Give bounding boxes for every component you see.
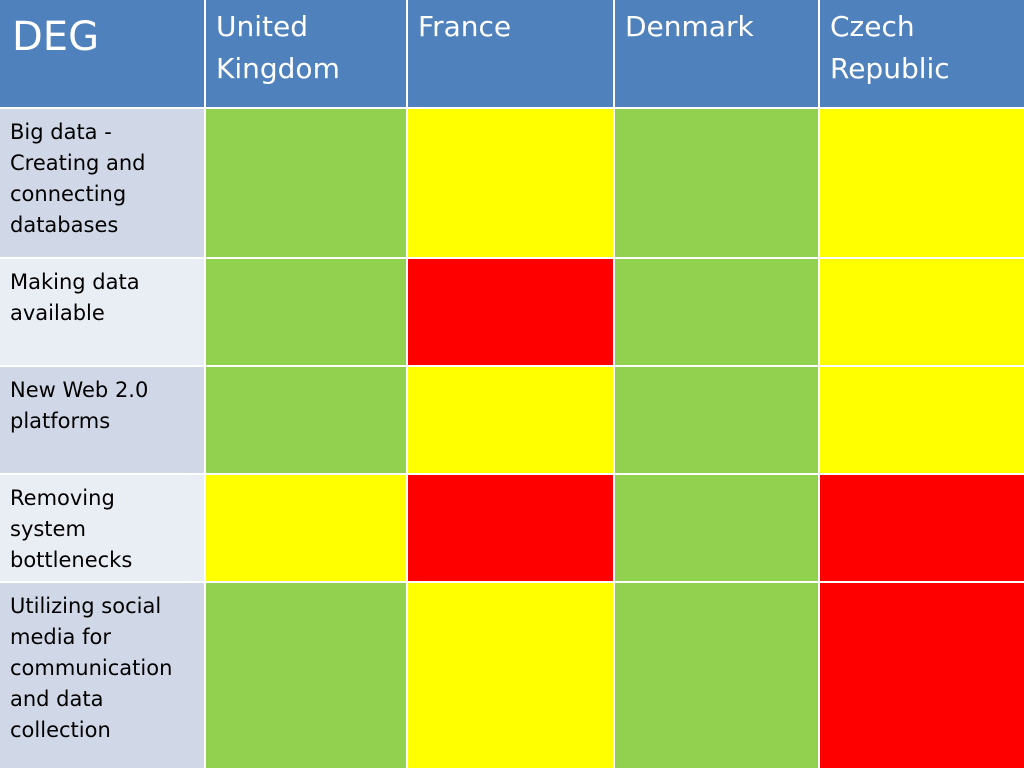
status-cell — [615, 109, 820, 259]
row-label: Big data - Creating and connecting datab… — [0, 109, 206, 259]
row-label: Making data available — [0, 259, 206, 367]
status-cell — [206, 583, 408, 768]
column-header: United Kingdom — [206, 0, 408, 109]
status-cell — [820, 259, 1024, 367]
row-label: Removing system bottlenecks — [0, 475, 206, 583]
corner-header: DEG — [0, 0, 206, 109]
status-cell — [206, 367, 408, 475]
status-cell — [408, 109, 615, 259]
status-cell — [615, 367, 820, 475]
row-label: New Web 2.0 platforms — [0, 367, 206, 475]
status-cell — [615, 475, 820, 583]
column-header: Denmark — [615, 0, 820, 109]
status-cell — [206, 109, 408, 259]
status-cell — [820, 475, 1024, 583]
status-cell — [408, 259, 615, 367]
status-cell — [820, 583, 1024, 768]
status-cell — [820, 109, 1024, 259]
status-cell — [615, 259, 820, 367]
row-label: Utilizing social media for communication… — [0, 583, 206, 768]
status-cell — [408, 583, 615, 768]
status-cell — [408, 367, 615, 475]
status-cell — [820, 367, 1024, 475]
status-cell — [206, 259, 408, 367]
status-cell — [615, 583, 820, 768]
status-cell — [206, 475, 408, 583]
status-cell — [408, 475, 615, 583]
column-header: Czech Republic — [820, 0, 1024, 109]
column-header: France — [408, 0, 615, 109]
